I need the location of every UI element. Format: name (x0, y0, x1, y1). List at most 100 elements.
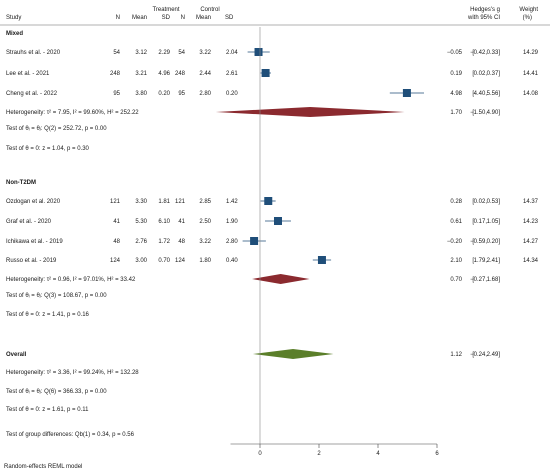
ci-lower: 1.79, (474, 258, 488, 264)
ci-upper: 2.41] (487, 258, 501, 264)
effect-value: 1.70 (450, 110, 462, 116)
effect-value: 1.12 (450, 352, 462, 358)
study-label: Lee et al. - 2021 (6, 71, 50, 77)
ci-upper: 1.05] (487, 219, 501, 225)
ci-lower: 0.02, (474, 199, 488, 205)
ci-open-bracket: [ (472, 258, 474, 264)
effect-value: −0.05 (447, 50, 463, 56)
effect-value: 0.19 (450, 71, 462, 77)
study-label: Ichikawa et al. - 2019 (6, 239, 63, 245)
ci-upper: 0.33] (487, 50, 501, 56)
control-sd: 2.61 (226, 71, 238, 77)
header-effect-line1: Hedges's g (470, 7, 500, 13)
group-heterogeneity: Heterogeneity: τ² = 7.95, I² = 99.60%, H… (6, 110, 139, 116)
treatment-mean: 3.21 (135, 71, 147, 77)
header-effect-line2: with 95% CI (467, 15, 500, 21)
x-tick-label: 0 (258, 451, 262, 457)
treatment-mean: 3.80 (135, 91, 147, 97)
ci-upper: 2.49] (487, 352, 501, 358)
group-heterogeneity: Heterogeneity: τ² = 0.96, I² = 97.01%, H… (6, 277, 136, 283)
ci-lower: −0.42, (470, 50, 487, 56)
ci-upper: 5.56] (487, 91, 501, 97)
group-title: Mixed (6, 31, 23, 37)
effect-value: 0.70 (450, 277, 462, 283)
treatment-mean: 3.30 (135, 199, 147, 205)
study-weight: 14.23 (523, 219, 539, 225)
control-mean: 2.80 (199, 91, 211, 97)
overall-test: Test of θᵢ = θⱼ: Q(6) = 366.33, p = 0.00 (6, 389, 107, 395)
ci-lower: 4.40, (474, 91, 488, 97)
control-mean: 3.22 (199, 239, 211, 245)
study-weight: 14.37 (523, 199, 539, 205)
group-test: Test of θ = 0: z = 1.41, p = 0.16 (6, 312, 90, 318)
model-footnote: Random-effects REML model (4, 464, 82, 470)
treatment-n: 124 (110, 258, 121, 264)
study-weight: 14.41 (523, 71, 539, 77)
control-n: 248 (175, 71, 186, 77)
effect-value: 0.61 (450, 219, 462, 225)
effect-value: 0.28 (450, 199, 462, 205)
ci-lower: 0.02, (474, 71, 488, 77)
study-weight: 14.29 (523, 50, 539, 56)
effect-value: 2.10 (450, 258, 462, 264)
study-weight: 14.34 (523, 258, 539, 264)
study-weight: 14.27 (523, 239, 539, 245)
control-n: 124 (175, 258, 186, 264)
study-weight: 14.08 (523, 91, 539, 97)
treatment-n: 95 (113, 91, 120, 97)
control-mean: 2.44 (199, 71, 211, 77)
treatment-sd: 6.10 (158, 219, 170, 225)
overall-heterogeneity: Heterogeneity: τ² = 3.36, I² = 99.24%, H… (6, 370, 139, 376)
group-test: Test of θᵢ = θⱼ: Q(2) = 252.72, p = 0.00 (6, 126, 107, 132)
study-label: Strauhs et al. - 2020 (6, 50, 61, 56)
treatment-sd: 0.70 (158, 258, 170, 264)
control-sd: 1.90 (226, 219, 238, 225)
group-test: Test of θ = 0: z = 1.04, p = 0.30 (6, 146, 90, 152)
control-n: 121 (175, 199, 186, 205)
header-treatment: Treatment (152, 7, 179, 13)
header-treatment-sd: SD (162, 15, 171, 21)
treatment-n: 121 (110, 199, 121, 205)
treatment-mean: 2.76 (135, 239, 147, 245)
control-mean: 1.80 (199, 258, 211, 264)
study-label: Ozdogan et al. 2020 (6, 199, 61, 205)
treatment-n: 48 (113, 239, 120, 245)
treatment-n: 248 (110, 71, 121, 77)
study-marker (402, 89, 411, 97)
ci-open-bracket: [ (472, 71, 474, 77)
control-mean: 2.85 (199, 199, 211, 205)
treatment-sd: 1.72 (158, 239, 170, 245)
control-n: 95 (178, 91, 185, 97)
ci-open-bracket: [ (472, 352, 474, 358)
ci-upper: 0.37] (487, 71, 501, 77)
header-control-n: N (181, 15, 185, 21)
treatment-sd: 1.81 (158, 199, 170, 205)
study-label: Graf et al. - 2020 (6, 219, 52, 225)
treatment-sd: 0.20 (158, 91, 170, 97)
ci-upper: 0.20] (487, 239, 501, 245)
ci-upper: 1.68] (487, 277, 501, 283)
control-sd: 0.20 (226, 91, 238, 97)
header-control-sd: SD (225, 15, 234, 21)
header-weight-line1: Weight (519, 7, 538, 13)
control-mean: 3.22 (199, 50, 211, 56)
header-treatment-n: N (116, 15, 120, 21)
x-tick-label: 6 (435, 451, 439, 457)
ci-open-bracket: [ (472, 50, 474, 56)
study-label: Russo et al. - 2019 (6, 258, 57, 264)
effect-value: −0.20 (447, 239, 463, 245)
overall-title: Overall (6, 352, 27, 358)
ci-open-bracket: [ (472, 219, 474, 225)
study-label: Cheng et al. - 2022 (6, 91, 58, 97)
treatment-sd: 2.29 (158, 50, 170, 56)
ci-open-bracket: [ (472, 110, 474, 116)
study-marker (250, 237, 259, 245)
study-marker (254, 48, 263, 56)
control-sd: 0.40 (226, 258, 238, 264)
study-marker (264, 197, 273, 205)
ci-open-bracket: [ (472, 277, 474, 283)
effect-value: 4.98 (450, 91, 462, 97)
ci-lower: −0.24, (470, 352, 487, 358)
header-control-mean: Mean (196, 15, 211, 21)
overall-test: Test of θ = 0: z = 1.61, p = 0.11 (6, 407, 89, 413)
